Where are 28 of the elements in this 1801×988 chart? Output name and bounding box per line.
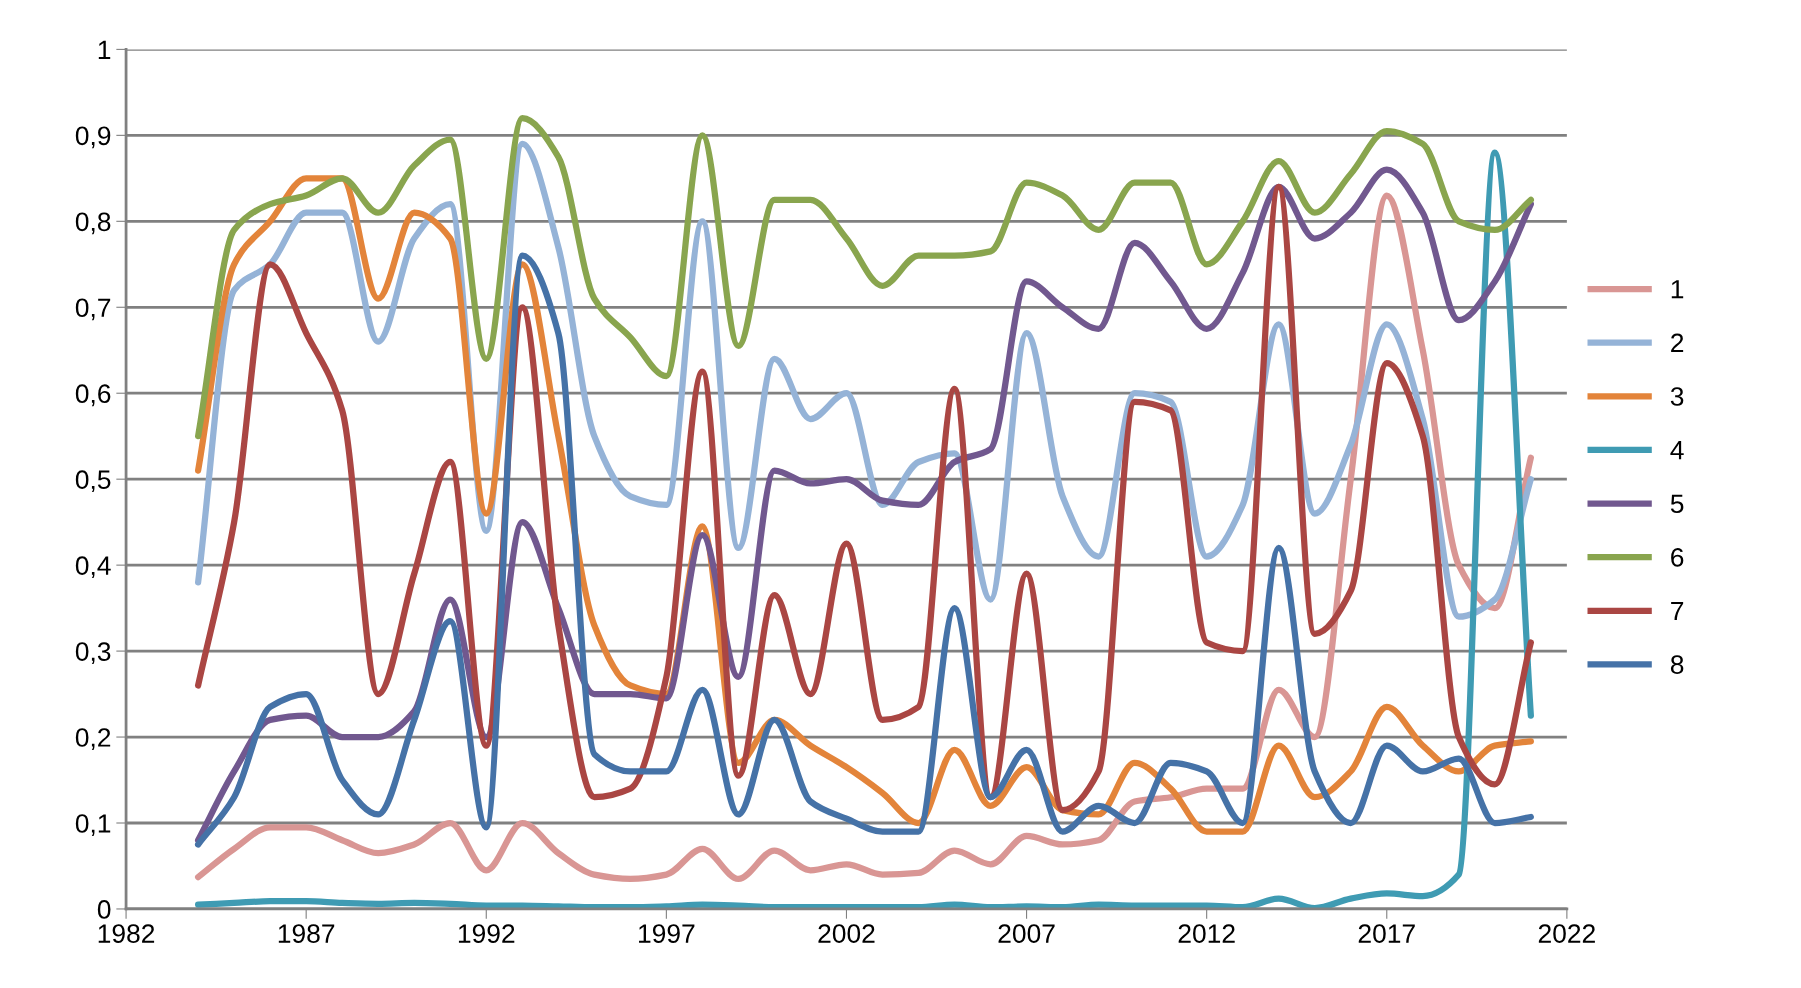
x-tick-label: 2012	[1178, 924, 1235, 943]
x-tick-label: 2017	[1358, 924, 1415, 943]
y-tick-label: 0	[97, 900, 111, 919]
legend-label: 1	[1671, 280, 1684, 299]
x-tick-label: 1992	[458, 924, 515, 943]
legend-label: 4	[1670, 441, 1684, 460]
x-tick-label: 1997	[639, 924, 695, 943]
y-tick-label: 0,2	[75, 728, 111, 750]
y-tick-label: 0,1	[75, 814, 111, 836]
legend-label: 6	[1671, 548, 1684, 567]
x-tick-label: 1982	[98, 924, 155, 943]
legend-label: 8	[1670, 655, 1684, 674]
y-tick-label: 0,7	[75, 298, 111, 321]
legend-label: 2	[1671, 333, 1684, 352]
y-tick-label: 0,4	[75, 556, 111, 579]
y-tick-label: 0,3	[75, 642, 111, 665]
y-tick-label: 0,5	[75, 470, 111, 493]
x-tick-label: 1987	[278, 924, 335, 943]
x-tick-label: 2002	[818, 924, 875, 943]
y-tick-label: 0,8	[75, 212, 111, 235]
x-tick-label: 2007	[998, 924, 1055, 943]
y-tick-label: 0,9	[75, 126, 111, 149]
legend-label: 5	[1670, 494, 1684, 514]
legend-label: 7	[1671, 601, 1684, 621]
y-tick-label: 1	[98, 40, 111, 59]
y-tick-label: 0,6	[75, 384, 111, 407]
legend-label: 3	[1670, 387, 1684, 406]
x-tick-label: 2022	[1538, 924, 1595, 943]
